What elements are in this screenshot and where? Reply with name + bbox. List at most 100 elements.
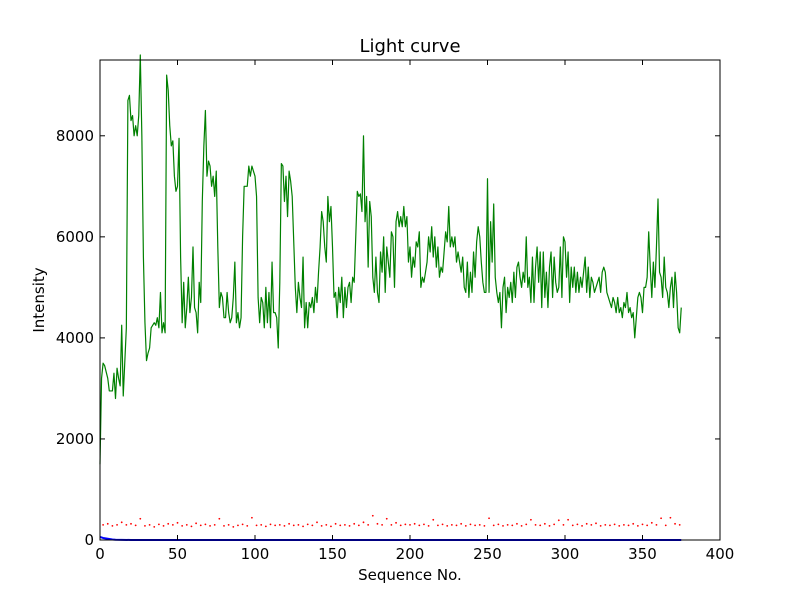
series-1-point-40 — [288, 522, 290, 525]
series-1-point-98 — [557, 519, 560, 522]
series-1-point-114 — [632, 522, 635, 525]
series-1-point-66 — [409, 523, 411, 526]
series-1-point-3 — [116, 523, 118, 526]
series-1-point-75 — [450, 523, 453, 526]
series-1-point-56 — [362, 521, 365, 524]
series-1-point-123 — [674, 522, 676, 525]
series-1-point-49 — [330, 525, 332, 528]
series-1-point-72 — [437, 524, 439, 527]
series-1-point-61 — [385, 517, 388, 520]
series-1-point-113 — [627, 524, 630, 527]
x-tick-label: 200 — [396, 545, 425, 563]
series-1-point-124 — [678, 523, 681, 526]
series-1-point-87 — [506, 523, 509, 526]
series-1-point-101 — [571, 524, 574, 527]
series-1-point-25 — [218, 517, 221, 520]
series-1-point-16 — [176, 521, 179, 524]
series-1-point-91 — [525, 523, 528, 526]
series-1-point-116 — [641, 523, 644, 526]
y-tick-label: 8000 — [56, 127, 94, 145]
series-1-point-28 — [232, 525, 235, 528]
series-1-point-43 — [302, 525, 304, 528]
series-1-point-62 — [390, 523, 393, 526]
series-1-point-18 — [185, 523, 188, 526]
series-1-point-30 — [241, 523, 244, 526]
series-1-point-7 — [134, 524, 137, 527]
series-1-point-67 — [413, 522, 416, 525]
y-tick-label: 2000 — [56, 430, 94, 448]
series-1-point-81 — [478, 523, 481, 526]
series-1-point-122 — [669, 516, 672, 519]
y-tick-label: 4000 — [56, 329, 94, 347]
series-1-point-77 — [460, 522, 463, 525]
series-1-point-82 — [483, 524, 486, 527]
series-1-point-36 — [269, 523, 272, 526]
series-1-point-48 — [325, 523, 328, 526]
series-1-point-120 — [660, 517, 662, 520]
series-1-point-121 — [664, 524, 667, 527]
series-1-point-52 — [344, 523, 346, 526]
series-1-point-63 — [395, 521, 397, 524]
series-1-point-119 — [655, 523, 658, 526]
series-1-point-21 — [199, 524, 202, 527]
series-1-point-60 — [381, 523, 383, 526]
series-1-point-24 — [213, 523, 216, 526]
series-1-point-93 — [534, 523, 537, 526]
series-1-point-45 — [311, 524, 314, 527]
chart-title: Light curve — [359, 36, 460, 57]
series-1-point-79 — [469, 523, 472, 526]
series-1-point-35 — [264, 525, 267, 528]
series-1-point-103 — [581, 524, 583, 527]
series-1-point-53 — [348, 524, 351, 527]
series-1-point-31 — [246, 524, 249, 527]
series-1-point-107 — [599, 524, 602, 527]
series-1-point-85 — [497, 523, 500, 526]
series-1-point-46 — [316, 521, 318, 524]
series-1-point-32 — [251, 516, 253, 519]
series-1-point-59 — [376, 522, 379, 525]
series-1-point-12 — [158, 523, 160, 526]
series-1-point-37 — [274, 524, 277, 527]
series-1-point-110 — [613, 523, 616, 526]
series-1-point-80 — [474, 524, 476, 527]
series-1-point-39 — [283, 524, 286, 527]
series-1-point-65 — [404, 523, 407, 526]
series-1-point-108 — [604, 523, 607, 526]
series-1-point-100 — [567, 518, 569, 521]
series-1-point-64 — [399, 524, 402, 527]
series-1-point-42 — [297, 523, 300, 526]
series-1-point-29 — [237, 524, 239, 527]
series-1-point-50 — [334, 522, 337, 525]
series-1-point-117 — [646, 524, 649, 527]
series-1-point-55 — [357, 524, 360, 527]
series-1-point-97 — [553, 523, 556, 526]
series-1-point-34 — [260, 523, 263, 526]
series-1-point-22 — [204, 523, 207, 526]
series-1-point-95 — [543, 522, 546, 525]
series-1-point-10 — [148, 523, 151, 526]
series-1-point-9 — [144, 524, 146, 527]
series-1-point-90 — [520, 524, 523, 527]
x-tick-label: 350 — [628, 545, 657, 563]
series-1-point-54 — [353, 522, 356, 525]
series-1-point-94 — [539, 524, 542, 527]
series-1-point-44 — [306, 523, 309, 526]
series-1-point-73 — [441, 523, 444, 526]
series-1-point-2 — [111, 524, 114, 527]
series-1-point-8 — [139, 517, 142, 520]
series-1-point-51 — [339, 524, 342, 527]
series-1-point-69 — [423, 523, 425, 526]
series-1-point-26 — [223, 524, 225, 527]
x-tick-label: 150 — [318, 545, 347, 563]
series-1-point-86 — [502, 524, 504, 527]
series-1-point-68 — [418, 524, 421, 527]
series-1-point-118 — [650, 521, 653, 524]
x-tick-label: 400 — [706, 545, 735, 563]
series-1-point-47 — [320, 524, 323, 527]
series-1-point-70 — [427, 524, 430, 527]
x-tick-label: 250 — [473, 545, 502, 563]
series-1-point-112 — [623, 523, 625, 526]
series-1-point-83 — [488, 517, 490, 520]
series-1-point-111 — [618, 524, 621, 527]
